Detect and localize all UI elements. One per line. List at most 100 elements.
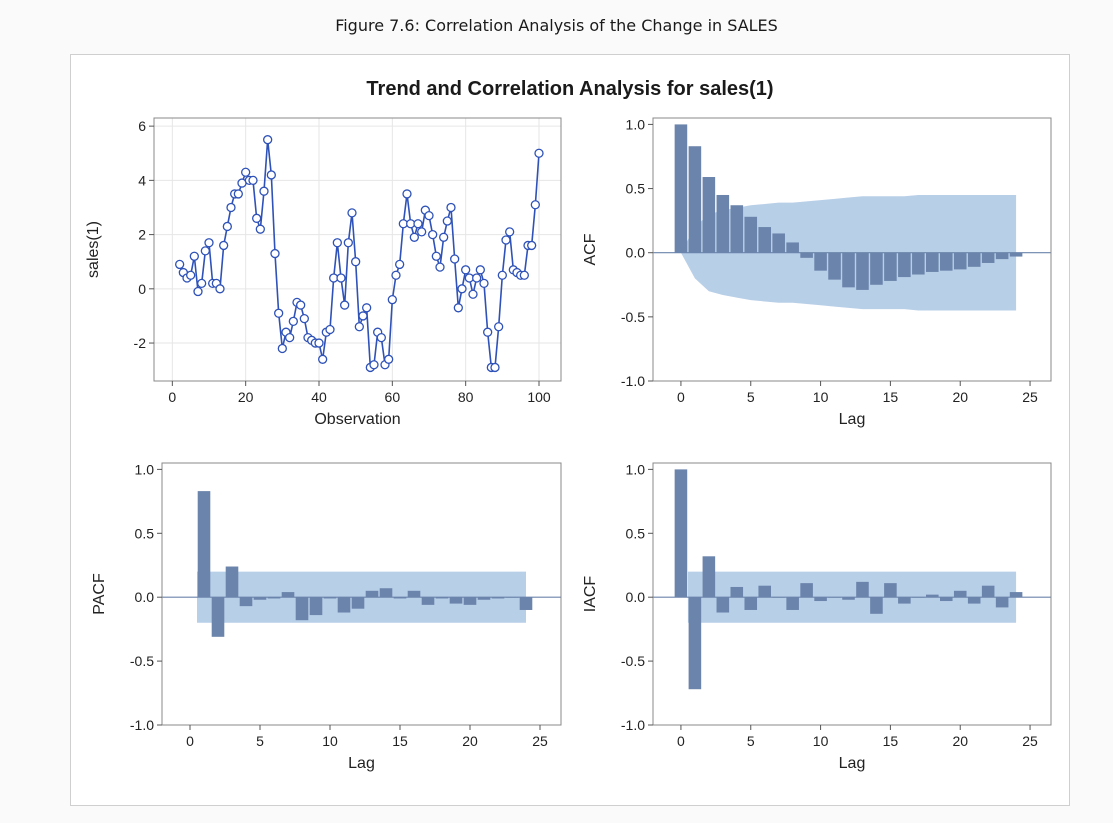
data-point (233, 189, 243, 199)
x-tick-label: 15 (883, 389, 899, 405)
figure-frame: Trend and Correlation Analysis for sales… (70, 54, 1070, 806)
x-tick-label: 15 (883, 733, 899, 749)
y-axis-label: PACF (91, 573, 108, 615)
bar-lag-24 (1009, 592, 1023, 598)
y-tick-label: 1.0 (626, 461, 646, 477)
data-point (186, 270, 196, 280)
bar-lag-23 (995, 252, 1009, 260)
data-point (340, 300, 350, 310)
bar-lag-11 (828, 252, 841, 280)
x-tick-label: 40 (311, 389, 327, 405)
bar-lag-6 (758, 227, 772, 253)
x-tick-label: 80 (458, 389, 474, 405)
y-tick-label: -0.5 (621, 309, 645, 325)
x-tick-label: 25 (1022, 733, 1038, 749)
data-point (318, 354, 328, 364)
x-tick-label: 100 (527, 389, 551, 405)
data-point (362, 303, 372, 313)
y-tick-label: 1.0 (626, 116, 646, 132)
x-tick-label: 25 (1022, 389, 1038, 405)
data-point (219, 240, 229, 251)
bar-lag-8 (786, 597, 799, 610)
bar-lag-7 (772, 233, 785, 253)
data-point (475, 265, 485, 275)
data-point (274, 308, 284, 318)
y-tick-label: 6 (138, 118, 146, 134)
bar-lag-4 (730, 586, 744, 598)
data-point (226, 202, 236, 213)
data-point (501, 235, 511, 245)
x-tick-label: 10 (322, 733, 338, 749)
chart-canvas: Trend and Correlation Analysis for sales… (85, 78, 1052, 772)
data-point (343, 238, 353, 248)
data-point (490, 362, 500, 373)
data-point (446, 202, 456, 213)
plot-frame (652, 462, 1052, 726)
y-tick-label: 0.5 (626, 181, 646, 197)
plot-area (154, 118, 561, 381)
data-point (197, 278, 207, 289)
data-point (527, 240, 537, 251)
bar-lag-24 (1009, 252, 1023, 257)
bar-lag-4 (730, 205, 744, 253)
bar-lag-12 (842, 597, 855, 600)
bar-lag-13 (365, 590, 379, 598)
y-tick-label: -2 (134, 335, 147, 351)
bar-lag-17 (421, 597, 435, 605)
bar-lag-8 (786, 242, 799, 253)
y-axis-label: sales(1) (85, 221, 102, 278)
bar-lag-20 (463, 597, 477, 605)
y-axis-label: ACF (582, 233, 599, 265)
bar-lag-0 (674, 469, 688, 598)
y-tick-label: -1.0 (621, 373, 645, 389)
data-point (384, 354, 394, 364)
chart-title: Trend and Correlation Analysis for sales… (366, 78, 773, 100)
y-tick-label: -0.5 (621, 653, 645, 669)
bar-lag-17 (912, 252, 925, 275)
y-tick-label: 2 (138, 227, 146, 243)
y-tick-label: 0.0 (135, 589, 155, 605)
data-point (369, 360, 379, 370)
bar-lag-14 (379, 588, 393, 598)
x-tick-label: 10 (813, 733, 829, 749)
y-tick-label: 0.0 (626, 245, 646, 261)
data-point (391, 270, 401, 280)
x-tick-label: 5 (747, 389, 755, 405)
data-point (431, 251, 441, 261)
data-point (189, 251, 199, 261)
y-tick-label: -1.0 (130, 717, 154, 733)
x-axis-label: Observation (314, 411, 400, 428)
data-point (215, 284, 225, 294)
bar-lag-19 (939, 597, 953, 602)
x-axis-label: Lag (839, 411, 866, 428)
data-point (193, 286, 203, 297)
data-point (347, 208, 357, 218)
plot-frame (161, 462, 562, 726)
bar-lag-1 (197, 491, 211, 598)
data-point (519, 270, 529, 280)
data-point (395, 259, 405, 270)
data-point (402, 189, 412, 199)
data-point (351, 257, 361, 267)
bar-lag-22 (981, 585, 995, 598)
x-tick-label: 20 (952, 733, 968, 749)
bar-lag-12 (842, 252, 855, 288)
bar-lag-19 (939, 252, 953, 271)
data-point (241, 167, 251, 177)
bar-lag-19 (449, 597, 463, 604)
y-tick-label: 1.0 (135, 461, 155, 477)
bar-lag-2 (211, 597, 225, 637)
data-point (472, 273, 482, 283)
panel-iacf: 0 5 10 15 20 25 -1.0 -0.5 0.0 0.5 1.0 Lag IACF (582, 461, 1052, 772)
data-point (263, 135, 273, 145)
data-point (325, 324, 335, 335)
bar-lag-4 (239, 597, 253, 607)
data-point (285, 332, 295, 343)
data-point (483, 327, 493, 337)
data-point (358, 311, 368, 321)
data-point (332, 238, 342, 248)
data-point (354, 322, 364, 332)
bar-lag-15 (393, 597, 407, 599)
data-point (387, 295, 397, 305)
panel-series: 0 20 40 60 80 100 -2 0 2 4 6 Observation sales(1) (85, 117, 562, 428)
